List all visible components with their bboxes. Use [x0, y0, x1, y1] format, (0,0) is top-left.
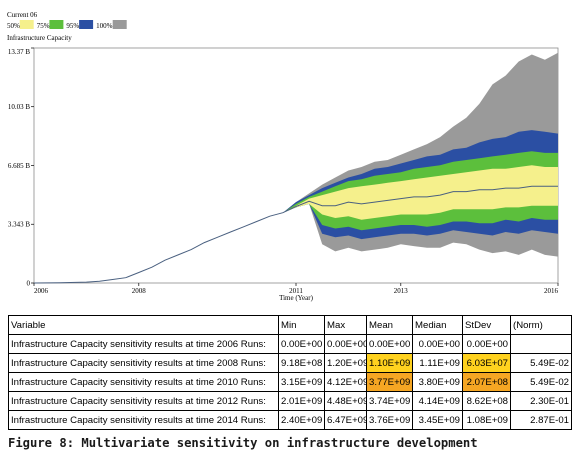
legend-label-0: 50% [7, 22, 20, 30]
y-tick-label-2: 6.685 B [8, 162, 31, 170]
cell-mean: 1.10E+09 [366, 353, 413, 373]
cell-stdev: 1.08E+09 [462, 410, 511, 430]
band-50pct [34, 165, 558, 283]
table-row: Infrastructure Capacity sensitivity resu… [8, 391, 572, 411]
legend-swatch-3 [112, 20, 127, 29]
header-variable: Variable [8, 315, 279, 335]
cell-min: 9.18E+08 [278, 353, 325, 373]
cell-max: 6.47E+09 [324, 410, 367, 430]
table-row: Infrastructure Capacity sensitivity resu… [8, 353, 572, 373]
y-tick-label-3: 10.03 B [8, 103, 31, 111]
legend-swatch-2 [79, 20, 94, 29]
axes: 0 3.343 B 6.685 B 10.03 B 13.37 B 2006 2008 201… [8, 47, 559, 295]
legend-swatch-1 [49, 20, 64, 29]
legend-label-1: 75% [37, 22, 50, 30]
header-median: Median [412, 315, 463, 335]
x-axis-label: Time (Year) [279, 294, 314, 302]
x-tick-label-2: 2011 [289, 287, 303, 295]
cell-median: 1.11E+09 [412, 353, 463, 373]
table-header-row: Variable Min Max Mean Median StDev (Norm… [8, 315, 572, 335]
cell-median: 4.14E+09 [412, 391, 463, 411]
cell-mean: 3.77E+09 [366, 372, 413, 392]
x-tick-label-4: 2016 [544, 287, 559, 295]
y-tick-label-0: 0 [27, 280, 31, 288]
header-min: Min [278, 315, 325, 335]
cell-max: 0.00E+00 [324, 334, 367, 354]
x-tick-label-1: 2008 [132, 287, 147, 295]
legend-label-2: 95% [66, 22, 79, 30]
cell-norm: 2.87E-01 [510, 410, 572, 430]
header-norm: (Norm) [510, 315, 572, 335]
cell-median: 3.45E+09 [412, 410, 463, 430]
y-tick-label-1: 3.343 B [8, 221, 31, 229]
figure-caption: Figure 8: Multivariate sensitivity on in… [8, 436, 478, 450]
header-mean: Mean [366, 315, 413, 335]
cell-norm: 5.49E-02 [510, 353, 572, 373]
cell-min: 0.00E+00 [278, 334, 325, 354]
cell-stdev: 2.07E+08 [462, 372, 511, 392]
cell-max: 1.20E+09 [324, 353, 367, 373]
cell-variable: Infrastructure Capacity sensitivity resu… [8, 353, 279, 373]
cell-norm: 5.49E-02 [510, 372, 572, 392]
x-tick-label-0: 2006 [34, 287, 49, 295]
table-row: Infrastructure Capacity sensitivity resu… [8, 334, 572, 354]
cell-stdev: 0.00E+00 [462, 334, 511, 354]
table-row: Infrastructure Capacity sensitivity resu… [8, 410, 572, 430]
cell-median: 0.00E+00 [412, 334, 463, 354]
legend: 50% 75% 95% 100% [7, 20, 127, 30]
cell-min: 3.15E+09 [278, 372, 325, 392]
x-tick-label-3: 2013 [394, 287, 409, 295]
chart-title: Infrastructure Capacity [7, 34, 72, 42]
mean-line [33, 185, 558, 284]
cell-variable: Infrastructure Capacity sensitivity resu… [8, 410, 279, 430]
cell-norm: 2.30E-01 [510, 391, 572, 411]
cell-variable: Infrastructure Capacity sensitivity resu… [8, 334, 279, 354]
run-label: Current 06 [7, 11, 38, 19]
header-max: Max [324, 315, 367, 335]
table-row: Infrastructure Capacity sensitivity resu… [8, 372, 572, 392]
plot-area [33, 47, 559, 284]
y-tick-label-4: 13.37 B [8, 48, 31, 56]
cell-mean: 0.00E+00 [366, 334, 413, 354]
header-stdev: StDev [462, 315, 511, 335]
legend-swatch-0 [19, 20, 34, 29]
cell-min: 2.01E+09 [278, 391, 325, 411]
cell-variable: Infrastructure Capacity sensitivity resu… [8, 372, 279, 392]
cell-max: 4.12E+09 [324, 372, 367, 392]
cell-median: 3.80E+09 [412, 372, 463, 392]
cell-variable: Infrastructure Capacity sensitivity resu… [8, 391, 279, 411]
cell-mean: 3.76E+09 [366, 410, 413, 430]
sensitivity-chart: Current 06 50% 75% 95% 100% Infrastructure … [7, 11, 559, 302]
cell-min: 2.40E+09 [278, 410, 325, 430]
cell-norm [510, 334, 572, 354]
cell-mean: 3.74E+09 [366, 391, 413, 411]
cell-max: 4.48E+09 [324, 391, 367, 411]
legend-label-3: 100% [96, 22, 113, 30]
cell-stdev: 6.03E+07 [462, 353, 511, 373]
sensitivity-results-table: Variable Min Max Mean Median StDev (Norm… [8, 315, 572, 430]
cell-stdev: 8.62E+08 [462, 391, 511, 411]
